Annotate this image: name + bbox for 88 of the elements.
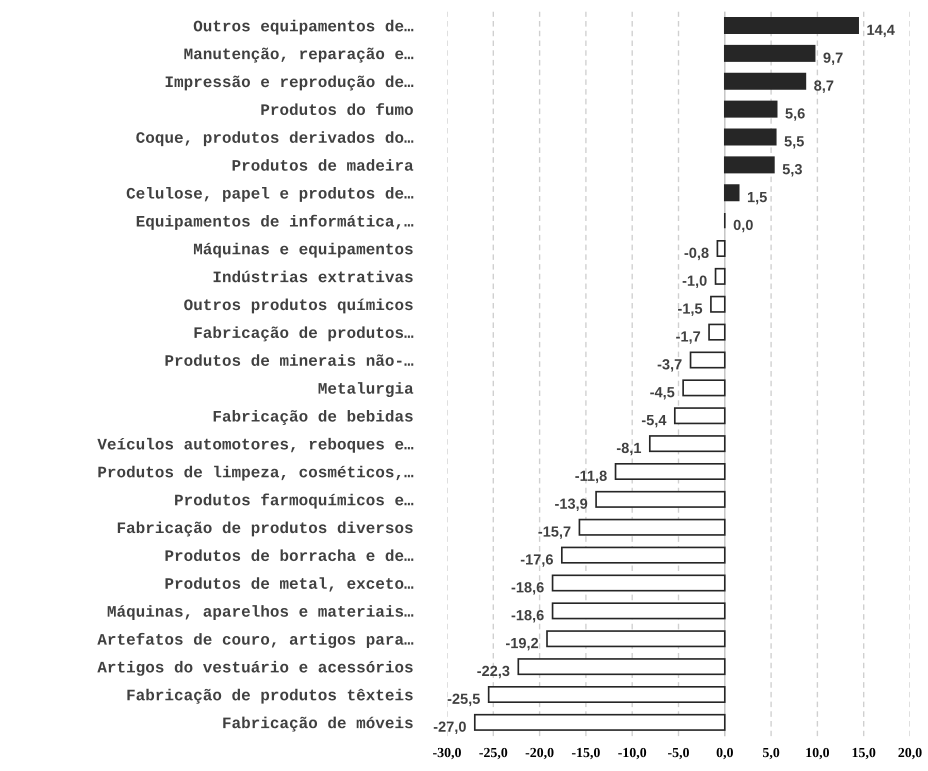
bar bbox=[724, 72, 806, 90]
bar bbox=[552, 574, 726, 592]
bar bbox=[714, 268, 726, 285]
y-tick-label: Equipamentos de informática,… bbox=[136, 214, 414, 230]
data-label: -5,4 bbox=[642, 415, 666, 428]
data-label: -4,5 bbox=[650, 387, 674, 400]
x-tick-label: -30,0 bbox=[433, 748, 461, 760]
bar bbox=[724, 100, 778, 118]
bar bbox=[724, 17, 859, 34]
data-label: -8,1 bbox=[616, 442, 642, 456]
data-label: -13,9 bbox=[555, 498, 588, 511]
bar bbox=[674, 407, 726, 424]
y-tick-label: Manutenção, reparação e… bbox=[184, 48, 414, 63]
y-tick-label: Fabricação de produtos têxteis bbox=[127, 688, 413, 704]
y-tick-label: Produtos de minerais não-… bbox=[165, 354, 414, 366]
y-tick-label: Metalurgia bbox=[318, 382, 414, 398]
y-tick-label: Fabricação de bebidas bbox=[214, 410, 413, 426]
y-tick-label: Indústrias extrativas bbox=[214, 270, 413, 282]
bar bbox=[474, 714, 726, 731]
data-label: -1,7 bbox=[676, 331, 700, 344]
bar bbox=[488, 686, 726, 703]
data-label: 8,7 bbox=[814, 80, 834, 93]
x-tick-label: -10,0 bbox=[618, 748, 646, 760]
y-tick-label: Artefatos de couro, artigos para… bbox=[97, 632, 414, 648]
bar bbox=[578, 518, 726, 536]
data-label: -18,6 bbox=[512, 610, 544, 622]
data-label: -17,6 bbox=[520, 554, 553, 567]
x-tick-label: -15,0 bbox=[572, 748, 600, 760]
bar bbox=[724, 128, 777, 146]
y-tick-label: Produtos de borracha e de… bbox=[165, 549, 414, 562]
data-label: -22,3 bbox=[477, 666, 510, 678]
data-label: 5,6 bbox=[785, 108, 805, 121]
data-label: 9,7 bbox=[823, 52, 843, 65]
data-label: -15,7 bbox=[538, 526, 570, 539]
x-tick-label: 15,0 bbox=[852, 748, 876, 760]
bar bbox=[595, 490, 726, 508]
bar bbox=[614, 462, 726, 480]
data-label: -25,5 bbox=[448, 694, 480, 706]
y-tick-label: Produtos de madeira bbox=[232, 159, 414, 171]
bar bbox=[560, 546, 726, 564]
y-tick-label: Produtos de limpeza, cosméticos,… bbox=[98, 466, 414, 481]
y-tick-label: Fabricação de produtos… bbox=[194, 326, 414, 342]
y-tick-label: Impressão e reprodução de… bbox=[166, 75, 414, 91]
y-tick-label: Fabricação de móveis bbox=[223, 716, 413, 732]
bar bbox=[724, 184, 740, 202]
bar bbox=[716, 240, 726, 257]
bar bbox=[517, 658, 726, 676]
y-tick-label: Fabricação de produtos diversos bbox=[118, 521, 413, 537]
x-tick-label: -20,0 bbox=[526, 748, 554, 760]
y-tick-label: Outros produtos químicos bbox=[184, 298, 413, 314]
x-tick-label: 20,0 bbox=[898, 748, 922, 760]
bar bbox=[690, 351, 726, 368]
data-label: 0,0 bbox=[734, 220, 753, 232]
data-label: -1,0 bbox=[682, 276, 707, 288]
bar bbox=[682, 379, 726, 396]
y-tick-label: Veículos automotores, reboques e… bbox=[97, 438, 414, 453]
data-label: 1,5 bbox=[748, 192, 767, 204]
y-tick-label: Produtos do fumo bbox=[261, 103, 413, 116]
data-label: -19,2 bbox=[506, 638, 538, 650]
y-tick-label: Outros equipamentos de… bbox=[194, 20, 414, 35]
x-tick-label: 0,0 bbox=[716, 748, 733, 760]
x-tick-label: 10,0 bbox=[806, 748, 830, 760]
y-tick-label: Produtos farmoquímicos e… bbox=[175, 493, 414, 509]
bar bbox=[724, 156, 775, 174]
bar bbox=[724, 44, 816, 62]
data-label: -18,6 bbox=[512, 582, 544, 595]
data-label: 5,3 bbox=[782, 164, 802, 176]
x-tick-label: -5,0 bbox=[668, 748, 689, 760]
y-tick-label: Máquinas e equipamentos bbox=[194, 242, 413, 258]
y-tick-label: Produtos de metal, exceto… bbox=[165, 577, 414, 592]
y-tick-label: Celulose, papel e produtos de… bbox=[126, 186, 414, 202]
x-tick-label: 5,0 bbox=[762, 748, 780, 760]
y-tick-label: Artigos do vestuário e acessórios bbox=[97, 660, 413, 676]
bar bbox=[648, 435, 726, 452]
bar bbox=[546, 630, 726, 648]
y-tick-label: Coque, produtos derivados do… bbox=[136, 131, 414, 146]
data-label: -27,0 bbox=[434, 722, 466, 734]
data-label: -1,5 bbox=[678, 304, 702, 316]
data-label: -0,8 bbox=[684, 248, 709, 260]
data-label: -11,8 bbox=[575, 470, 607, 484]
bar bbox=[708, 324, 726, 341]
y-tick-label: Máquinas, aparelhos e materiais… bbox=[108, 605, 414, 620]
data-label: 14,4 bbox=[867, 24, 895, 38]
data-label: -3,7 bbox=[658, 359, 682, 372]
data-label: 5,5 bbox=[784, 136, 804, 149]
bar bbox=[552, 602, 726, 620]
bar bbox=[710, 296, 726, 313]
x-tick-label: -25,0 bbox=[479, 748, 508, 760]
